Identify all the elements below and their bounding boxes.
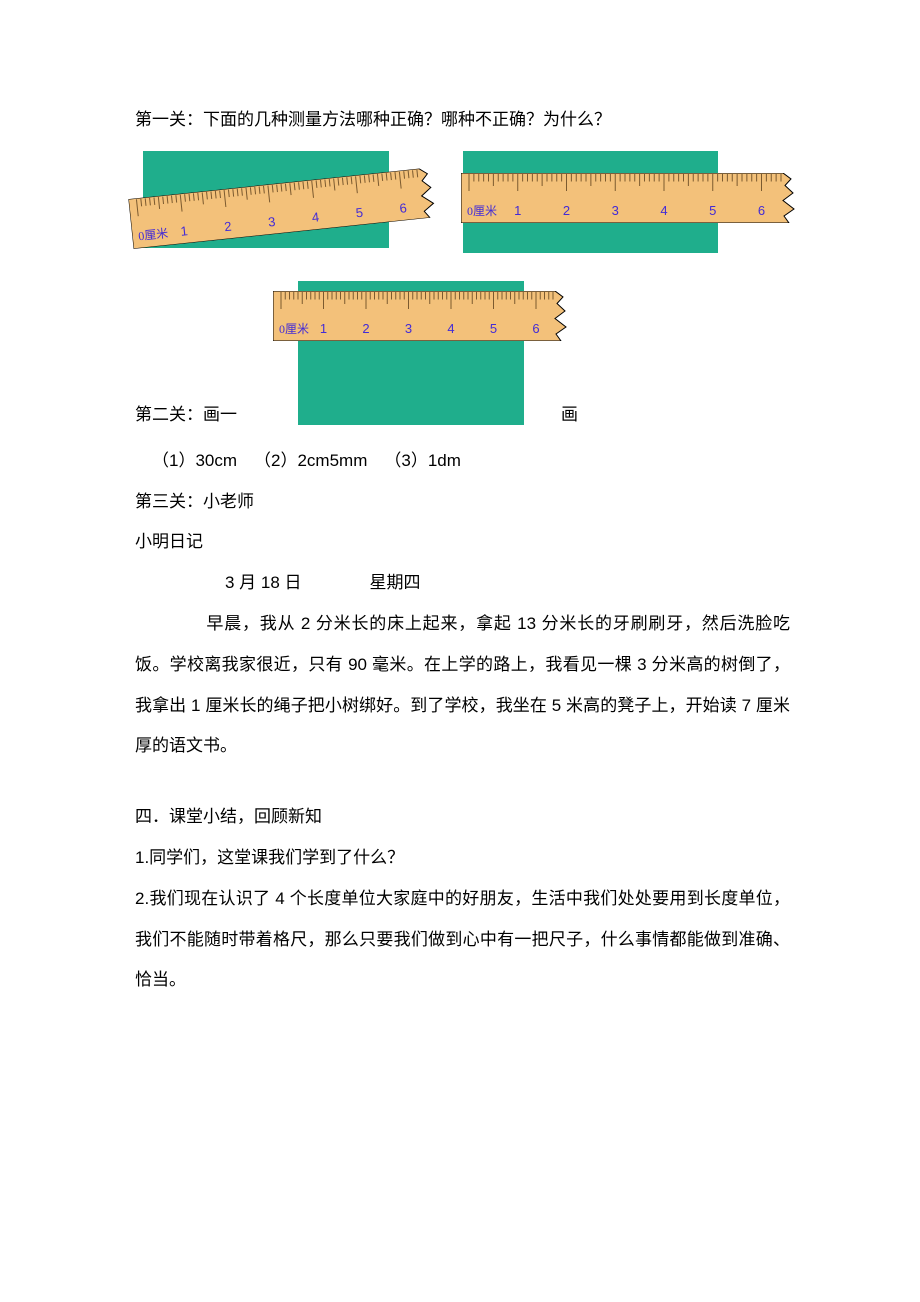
- q1-title: 第一关：下面的几种测量方法哪种正确？哪种不正确？为什么？: [135, 100, 790, 141]
- svg-text:4: 4: [660, 203, 667, 218]
- svg-text:5: 5: [709, 203, 716, 218]
- q2-items: （1）30cm （2）2cm5mm （3）1dm: [135, 441, 790, 482]
- svg-text:3: 3: [405, 321, 412, 336]
- svg-text:2: 2: [362, 321, 369, 336]
- q3-sub: 小明日记: [135, 522, 790, 563]
- svg-text:6: 6: [399, 200, 408, 216]
- svg-text:2: 2: [563, 203, 570, 218]
- q2-title-left: 第二关：画一: [135, 395, 237, 436]
- svg-text:0厘米: 0厘米: [467, 204, 497, 218]
- q3-title: 第三关：小老师: [135, 482, 790, 523]
- svg-text:0厘米: 0厘米: [138, 226, 169, 243]
- q2-title-right: 画: [561, 395, 578, 436]
- svg-text:5: 5: [490, 321, 497, 336]
- svg-text:3: 3: [267, 214, 276, 230]
- svg-text:4: 4: [447, 321, 454, 336]
- svg-text:3: 3: [611, 203, 618, 218]
- s4-title: 四．课堂小结，回顾新知: [135, 797, 790, 838]
- rulers-row-1: 0厘米 1 2 3 4 5 6 0厘米 1 2 3 4 5 6: [135, 151, 790, 261]
- ruler-icon: 0厘米 1 2 3 4 5 6: [273, 291, 569, 341]
- svg-text:1: 1: [180, 223, 189, 239]
- svg-text:0厘米: 0厘米: [279, 322, 309, 336]
- svg-text:6: 6: [758, 203, 765, 218]
- svg-text:4: 4: [311, 209, 320, 225]
- ruler-block-1: 0厘米 1 2 3 4 5 6: [135, 151, 433, 261]
- q3-date: 3 月 18 日 星期四: [135, 563, 790, 604]
- svg-text:6: 6: [532, 321, 539, 336]
- ruler-icon: 0厘米 1 2 3 4 5 6: [461, 173, 797, 223]
- svg-text:2: 2: [224, 218, 233, 234]
- svg-text:1: 1: [514, 203, 521, 218]
- q3-body: 早晨，我从 2 分米长的床上起来，拿起 13 分米长的牙刷刷牙，然后洗脸吃饭。学…: [135, 604, 790, 767]
- s4-l2: 2.我们现在认识了 4 个长度单位大家庭中的好朋友，生活中我们处处要用到长度单位…: [135, 879, 790, 1001]
- svg-text:5: 5: [355, 205, 364, 221]
- ruler-block-3: 0厘米 1 2 3 4 5 6: [281, 269, 561, 429]
- row-2: 0厘米 1 2 3 4 5 6 第二关：画一 画: [135, 269, 790, 437]
- s4-l1: 1.同学们，这堂课我们学到了什么？: [135, 838, 790, 879]
- ruler-block-2: 0厘米 1 2 3 4 5 6: [463, 151, 790, 261]
- svg-text:1: 1: [320, 321, 327, 336]
